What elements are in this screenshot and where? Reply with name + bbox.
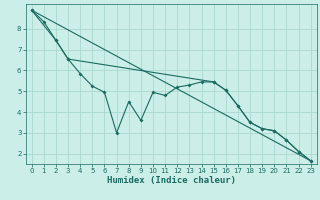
X-axis label: Humidex (Indice chaleur): Humidex (Indice chaleur) bbox=[107, 176, 236, 185]
